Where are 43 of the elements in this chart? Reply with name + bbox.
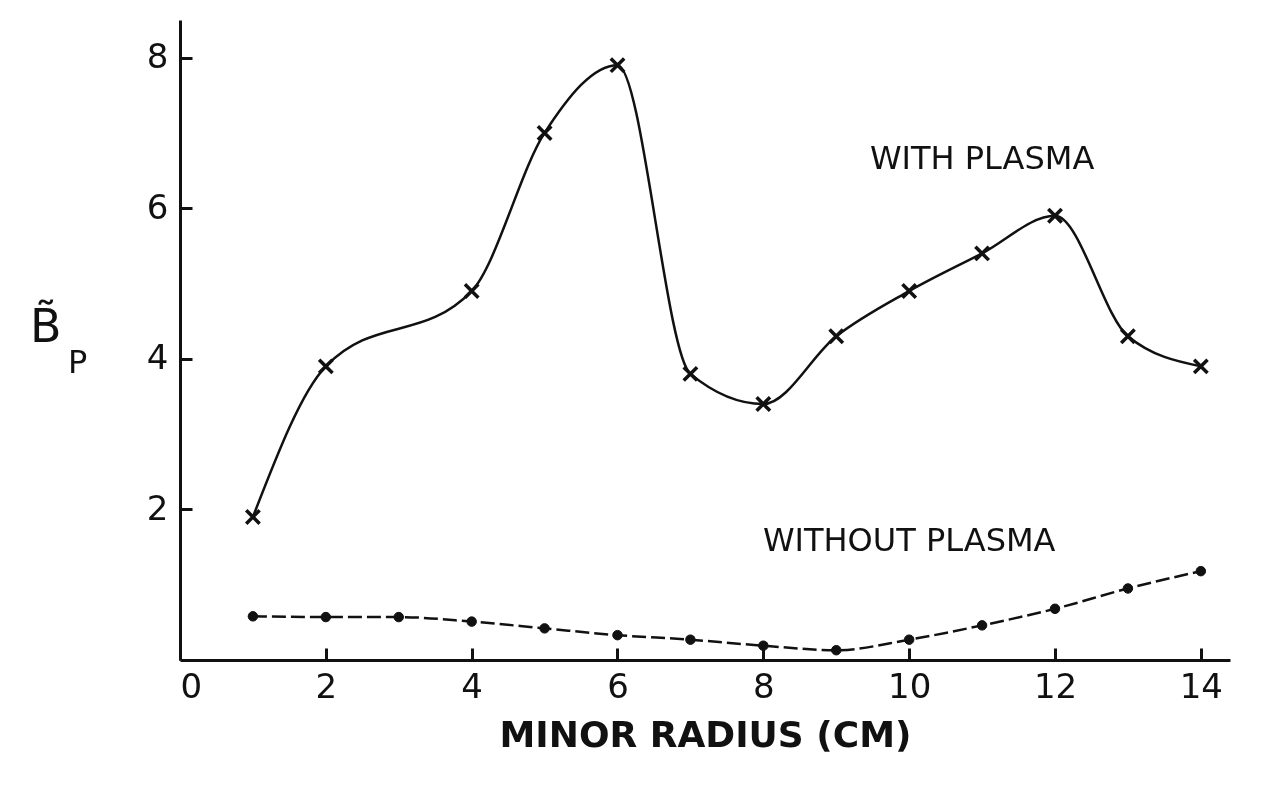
point — [317, 357, 335, 375]
point — [320, 611, 332, 623]
series-label: WITHOUT PLASMA — [762, 521, 1056, 560]
point — [539, 623, 550, 634]
point — [976, 620, 988, 631]
series-label: WITH PLASMA — [869, 139, 1095, 178]
point — [393, 611, 404, 623]
x-tick-label: 10 — [888, 665, 932, 706]
y-tick-label: 4 — [146, 337, 169, 378]
x-tick-label: 8 — [753, 665, 775, 706]
x-axis-title: MINOR RADIUS (CM) — [499, 713, 912, 755]
point — [685, 634, 696, 645]
point — [463, 282, 481, 300]
point — [681, 365, 699, 383]
point — [244, 508, 262, 526]
point — [1192, 357, 1210, 375]
point — [754, 395, 772, 413]
y-tick-label: 2 — [146, 487, 169, 528]
point — [609, 56, 626, 74]
x-tick-label: 4 — [461, 665, 483, 706]
point — [831, 644, 842, 656]
y-tick-label: 6 — [146, 186, 169, 227]
x-tick-label: 14 — [1179, 665, 1223, 706]
point — [247, 611, 259, 622]
point — [1049, 603, 1061, 615]
x-tick-label: 6 — [607, 665, 629, 706]
point — [973, 244, 991, 262]
point — [1046, 207, 1064, 225]
x-tick-label: 2 — [315, 665, 338, 706]
x-tick-label: 0 — [180, 665, 203, 706]
point — [827, 327, 845, 345]
point — [903, 634, 915, 645]
point — [758, 640, 769, 651]
point — [466, 616, 477, 627]
y-tick-label: 8 — [146, 36, 169, 77]
point — [1195, 565, 1207, 577]
point — [900, 282, 918, 300]
point — [536, 124, 554, 142]
point — [1122, 583, 1134, 594]
x-tick-label: 12 — [1033, 665, 1078, 706]
point — [1119, 327, 1137, 345]
point — [612, 629, 623, 641]
y-axis-title: B̃P — [30, 298, 88, 381]
